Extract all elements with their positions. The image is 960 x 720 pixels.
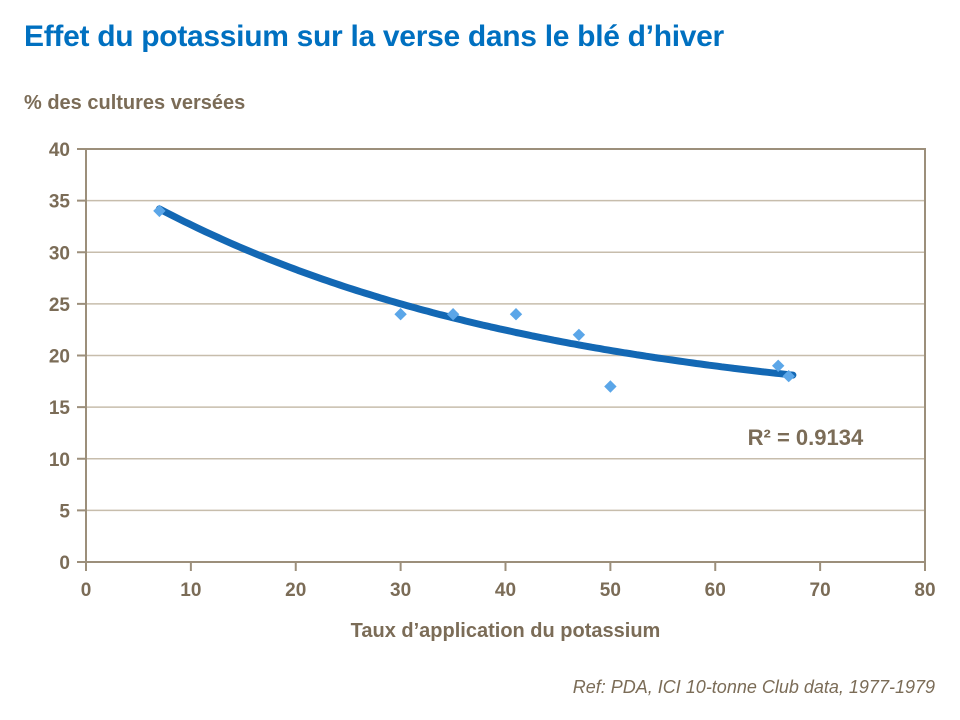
data-point-marker [394,308,407,321]
data-point-marker [446,308,460,321]
y-tick-label: 20 [49,347,70,368]
chart-title: Effet du potassium sur la verse dans le … [24,20,724,53]
x-tick-label: 80 [914,580,935,601]
y-tick-label: 10 [49,450,70,471]
x-tick-label: 0 [81,580,92,601]
data-point-marker [509,308,523,321]
x-tick-label: 10 [180,580,201,601]
chart-plot: 0 5 10 15 20 25 30 35 40 0 10 20 30 40 50 60 70 80 R² = 0.… [49,140,936,601]
data-point-marker [572,328,586,341]
x-tick-label: 40 [495,580,516,601]
x-tick-label: 20 [285,580,306,601]
y-tick-label: 35 [49,192,71,213]
x-tick-label: 30 [390,580,411,601]
y-tick-label: 0 [59,553,70,574]
y-axis-title: % des cultures versées [24,92,246,114]
y-tick-label: 5 [59,501,70,522]
data-point-marker [772,359,785,372]
y-tick-label: 25 [49,295,71,316]
y-tick-label: 40 [49,140,70,161]
x-axis-title: Taux d’application du potassium [350,620,661,642]
reference-note: Ref: PDA, ICI 10-tonne Club data, 1977-1… [572,677,935,697]
data-point-marker [153,204,166,218]
data-point-marker [604,380,617,393]
chart-area: 0 5 10 15 20 25 30 35 40 0 10 20 30 40 50 60 70 80 R² = 0.… [0,130,960,610]
x-tick-label: 60 [705,580,726,601]
data-point-marker [782,370,795,383]
y-tick-label: 30 [49,243,70,264]
y-tick-label: 15 [49,398,71,419]
r-squared-annotation: R² = 0.9134 [748,425,864,450]
x-tick-label: 70 [810,580,831,601]
x-tick-label: 50 [600,580,621,601]
trend-line [155,205,797,379]
